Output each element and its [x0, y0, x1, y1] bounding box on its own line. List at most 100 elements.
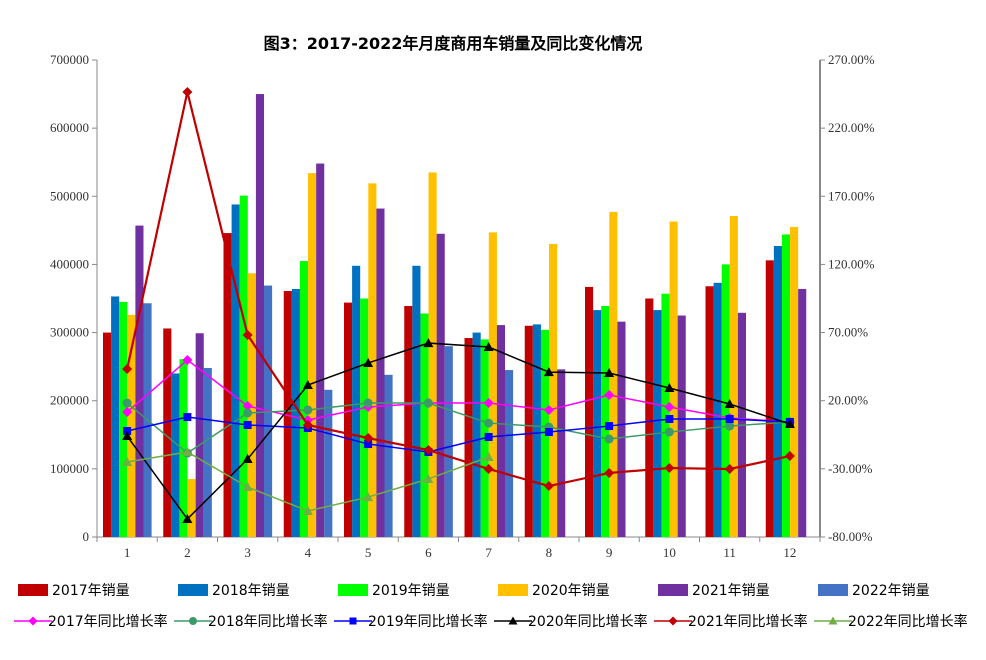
bar	[617, 321, 626, 537]
data-point	[122, 431, 133, 441]
data-point	[183, 413, 192, 422]
data-point	[784, 419, 795, 429]
legend-marker	[668, 616, 678, 626]
bar	[352, 265, 361, 537]
data-point	[363, 398, 373, 408]
data-point	[664, 427, 674, 437]
legend-label: 2017年同比增长率	[48, 613, 168, 630]
bar	[299, 261, 309, 537]
bar	[420, 313, 429, 537]
data-point	[604, 368, 615, 378]
data-point	[543, 367, 554, 377]
bar	[179, 359, 188, 537]
legend-label: 2020年同比增长率	[528, 613, 648, 630]
left-tick-label: 100000	[50, 461, 89, 476]
x-tick-label: 8	[546, 545, 553, 560]
x-tick-label: 5	[365, 545, 372, 560]
legend-swatch	[178, 584, 208, 596]
series-line	[126, 416, 790, 453]
legend-label: 2021年同比增长率	[688, 613, 808, 630]
bar	[729, 216, 738, 537]
left-tick-label: 0	[83, 529, 90, 544]
bar	[324, 389, 333, 537]
bar	[111, 296, 120, 537]
bar	[677, 315, 686, 537]
data-point	[543, 404, 554, 415]
left-tick-label: 500000	[50, 188, 89, 203]
data-point	[302, 505, 313, 515]
bar	[187, 479, 196, 537]
bar	[291, 288, 300, 537]
left-tick-label: 600000	[50, 120, 89, 135]
bar	[360, 298, 369, 537]
legend-label: 2022年销量	[852, 583, 930, 599]
data-point	[605, 422, 614, 431]
data-point	[242, 454, 253, 464]
series-line	[126, 342, 791, 521]
right-tick-label: -80.00%	[828, 529, 873, 544]
bar	[472, 332, 481, 537]
right-tick-label: 220.00%	[828, 120, 875, 135]
data-point	[483, 452, 494, 462]
bar	[283, 291, 292, 537]
axes: 0 100000 200000 300000 400000 500000 600000 700…	[50, 52, 875, 560]
bar	[412, 265, 421, 537]
series-line	[126, 91, 791, 488]
bar	[223, 233, 232, 537]
bars	[103, 94, 807, 538]
legend-swatch	[338, 584, 368, 596]
x-tick-label: 2	[184, 545, 191, 560]
legend-marker	[189, 617, 197, 625]
bar	[721, 264, 730, 537]
legend-marker	[828, 616, 838, 625]
data-point	[363, 433, 374, 444]
bar	[653, 310, 662, 537]
bar	[464, 338, 473, 537]
bar	[601, 305, 610, 537]
bar	[135, 225, 144, 537]
data-point	[243, 408, 253, 418]
legend-label: 2020年销量	[532, 583, 610, 599]
data-point	[483, 398, 494, 409]
data-point	[724, 463, 735, 474]
data-point	[364, 440, 373, 449]
legend: 2017年销量 2018年销量 2019年销量 2020年销量 2021年销量 2022年…	[14, 583, 968, 630]
data-point	[182, 446, 193, 456]
data-point	[122, 398, 132, 408]
data-point	[664, 383, 675, 393]
data-point	[242, 330, 253, 341]
right-tick-label: 170.00%	[828, 188, 875, 203]
x-tick-label: 6	[425, 545, 432, 560]
data-point	[122, 457, 133, 467]
data-point	[182, 354, 193, 365]
data-point	[544, 428, 553, 437]
bar	[127, 314, 136, 537]
bar	[163, 328, 172, 537]
bar	[505, 370, 514, 537]
data-point	[122, 407, 133, 418]
right-tick-label: 120.00%	[828, 256, 875, 271]
bar	[645, 298, 654, 537]
bar	[585, 286, 594, 537]
x-tick-label: 7	[485, 545, 492, 560]
bar	[557, 369, 566, 537]
bar	[171, 373, 180, 537]
series-line	[126, 402, 790, 454]
bar	[428, 172, 437, 537]
bar	[316, 163, 325, 537]
bar	[344, 302, 353, 537]
data-point	[243, 420, 252, 429]
bar	[255, 94, 264, 538]
bar	[404, 305, 413, 537]
bar	[593, 310, 602, 537]
bar	[798, 288, 807, 537]
bar	[247, 273, 256, 537]
bar	[496, 325, 505, 537]
right-tick-label: 20.00%	[828, 393, 868, 408]
legend-label: 2019年同比增长率	[368, 613, 488, 630]
bar	[308, 173, 317, 538]
data-point	[363, 492, 374, 502]
bar	[488, 232, 497, 537]
data-point	[363, 357, 374, 367]
